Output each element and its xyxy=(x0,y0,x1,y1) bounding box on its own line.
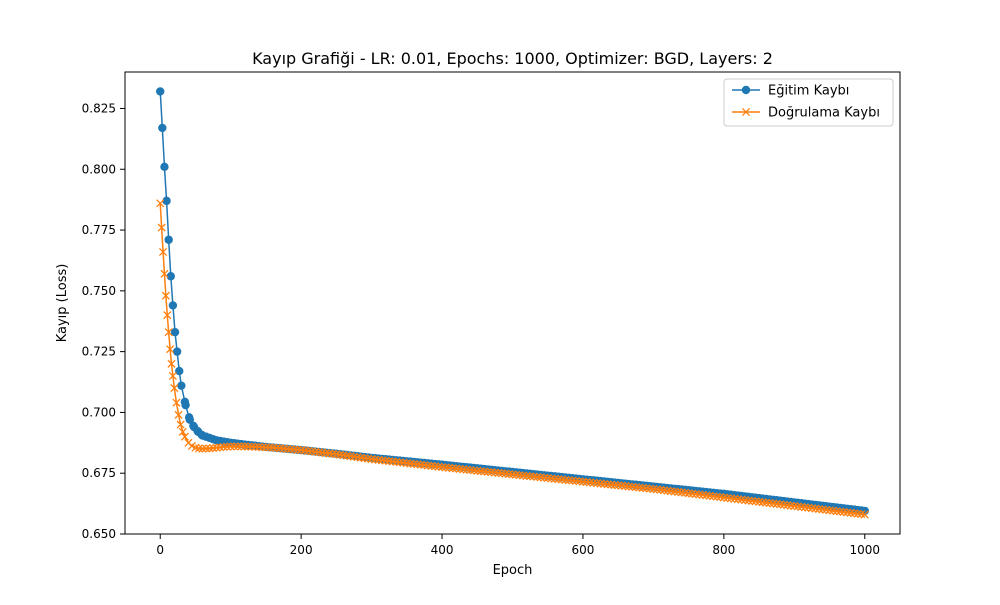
data-point xyxy=(180,432,189,441)
data-point xyxy=(230,442,239,451)
y-tick-label: 0.675 xyxy=(82,466,116,480)
data-point xyxy=(160,162,169,172)
data-point xyxy=(174,410,183,419)
data-point xyxy=(166,345,175,354)
data-point xyxy=(164,328,173,337)
data-point xyxy=(181,400,190,410)
data-point xyxy=(178,427,187,436)
data-point xyxy=(244,442,253,451)
legend-label: Doğrulama Kaybı xyxy=(768,106,880,121)
plot-area xyxy=(156,87,869,519)
data-point xyxy=(265,443,274,452)
data-point xyxy=(164,235,173,244)
data-point xyxy=(176,420,185,429)
data-point xyxy=(293,445,302,454)
x-tick-label: 1000 xyxy=(849,543,880,557)
data-point xyxy=(198,444,207,453)
data-point xyxy=(168,301,178,310)
data-point xyxy=(167,359,176,368)
data-point xyxy=(158,247,168,256)
data-point xyxy=(240,442,249,451)
data-point xyxy=(194,444,204,453)
x-tick-label: 600 xyxy=(572,543,595,557)
x-tick-label: 800 xyxy=(712,543,735,557)
y-tick-label: 0.700 xyxy=(82,405,116,419)
data-point xyxy=(272,443,281,453)
data-point xyxy=(251,442,260,451)
y-axis: 0.650 0.675 0.700 0.725 0.750 0.775 0.800 0.825 xyxy=(82,101,125,541)
data-point xyxy=(219,442,228,452)
data-point xyxy=(279,444,288,453)
x-tick-label: 400 xyxy=(431,543,454,557)
x-tick-label: 200 xyxy=(290,543,313,557)
data-point xyxy=(177,381,186,390)
data-point xyxy=(258,443,267,452)
data-point xyxy=(170,384,179,393)
data-point xyxy=(275,444,285,453)
data-point xyxy=(247,442,256,451)
data-point xyxy=(156,199,165,208)
y-axis-label: Kayıp (Loss) xyxy=(55,264,70,343)
data-point xyxy=(157,223,166,232)
data-point xyxy=(168,371,177,381)
data-point xyxy=(860,510,869,519)
data-point xyxy=(160,269,169,278)
data-point xyxy=(175,366,184,376)
data-point xyxy=(156,87,165,96)
data-point xyxy=(170,327,180,337)
y-tick-label: 0.750 xyxy=(82,284,116,298)
y-tick-label: 0.775 xyxy=(82,223,116,237)
data-point xyxy=(223,442,232,451)
data-point xyxy=(286,445,295,454)
data-point xyxy=(185,415,195,424)
legend: Eğitim Kaybı Doğrulama Kaybı xyxy=(723,78,894,127)
chart-title: Kayıp Grafiği - LR: 0.01, Epochs: 1000, … xyxy=(252,49,773,68)
data-point xyxy=(163,311,172,320)
x-tick-label: 0 xyxy=(156,543,164,557)
data-point xyxy=(172,347,182,356)
legend-box xyxy=(723,78,894,127)
y-tick-label: 0.725 xyxy=(82,345,116,359)
data-point xyxy=(162,196,171,206)
y-tick-label: 0.825 xyxy=(82,101,116,115)
plot-frame xyxy=(124,71,901,535)
data-point xyxy=(290,445,299,454)
x-axis-label: Epoch xyxy=(493,563,533,578)
data-point xyxy=(158,123,167,133)
data-point xyxy=(172,398,181,407)
legend-label: Eğitim Kaybı xyxy=(768,84,849,99)
data-point xyxy=(233,442,242,451)
data-point xyxy=(237,442,246,451)
data-point xyxy=(161,291,170,300)
data-point xyxy=(201,444,211,453)
data-point xyxy=(166,272,175,281)
legend-item-2: Doğrulama Kaybı xyxy=(732,106,880,121)
x-axis: 0 200 400 600 800 1000 xyxy=(156,534,880,557)
data-point xyxy=(226,442,235,451)
data-point xyxy=(261,443,270,452)
series-2 xyxy=(156,199,869,519)
legend-marker xyxy=(741,85,751,95)
data-point xyxy=(282,444,292,453)
y-tick-label: 0.650 xyxy=(82,527,116,541)
data-point xyxy=(268,443,278,452)
data-point xyxy=(254,442,263,452)
legend-marker xyxy=(741,107,751,117)
y-tick-label: 0.800 xyxy=(82,162,116,176)
legend-item-1: Eğitim Kaybı xyxy=(732,84,849,99)
